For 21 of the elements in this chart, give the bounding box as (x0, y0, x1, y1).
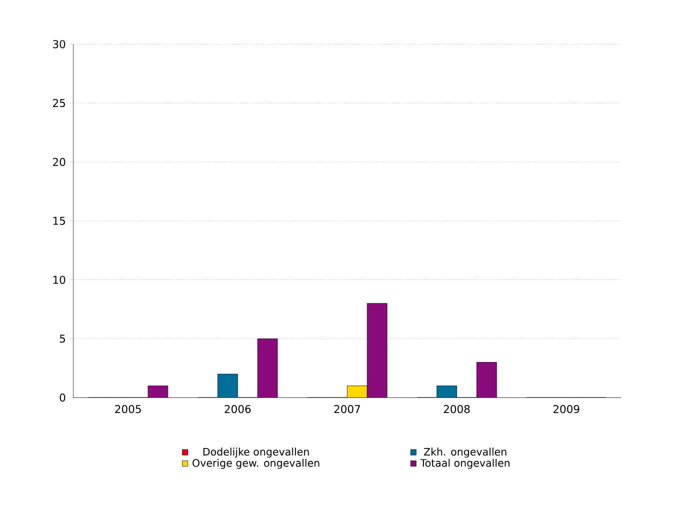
bar (218, 374, 238, 398)
y-tick-label: 0 (60, 394, 66, 402)
legend-label: Totaal ongevallen (420, 459, 510, 470)
legend-label: Zkh. ongevallen (424, 448, 506, 458)
bar (476, 362, 497, 398)
x-tick-label: 2006 (224, 405, 251, 414)
y-tick-label: 10 (53, 276, 66, 284)
y-tick-label: 5 (60, 334, 65, 343)
y-tick-label: 30 (53, 40, 66, 48)
y-tick-label: 20 (53, 158, 66, 166)
bar (257, 338, 278, 398)
y-tick-label: 15 (53, 217, 65, 226)
x-tick-label: 2009 (553, 405, 580, 414)
bar (436, 386, 457, 398)
legend-label: Dodelijke ongevallen (203, 448, 309, 458)
x-tick-label: 2008 (444, 405, 470, 414)
legend-label: Overige gew. ongevallen (192, 459, 320, 470)
y-tick-label: 25 (53, 99, 65, 108)
bar (148, 386, 168, 398)
x-tick-label: 2007 (334, 405, 360, 414)
x-tick-label: 2005 (115, 405, 141, 414)
